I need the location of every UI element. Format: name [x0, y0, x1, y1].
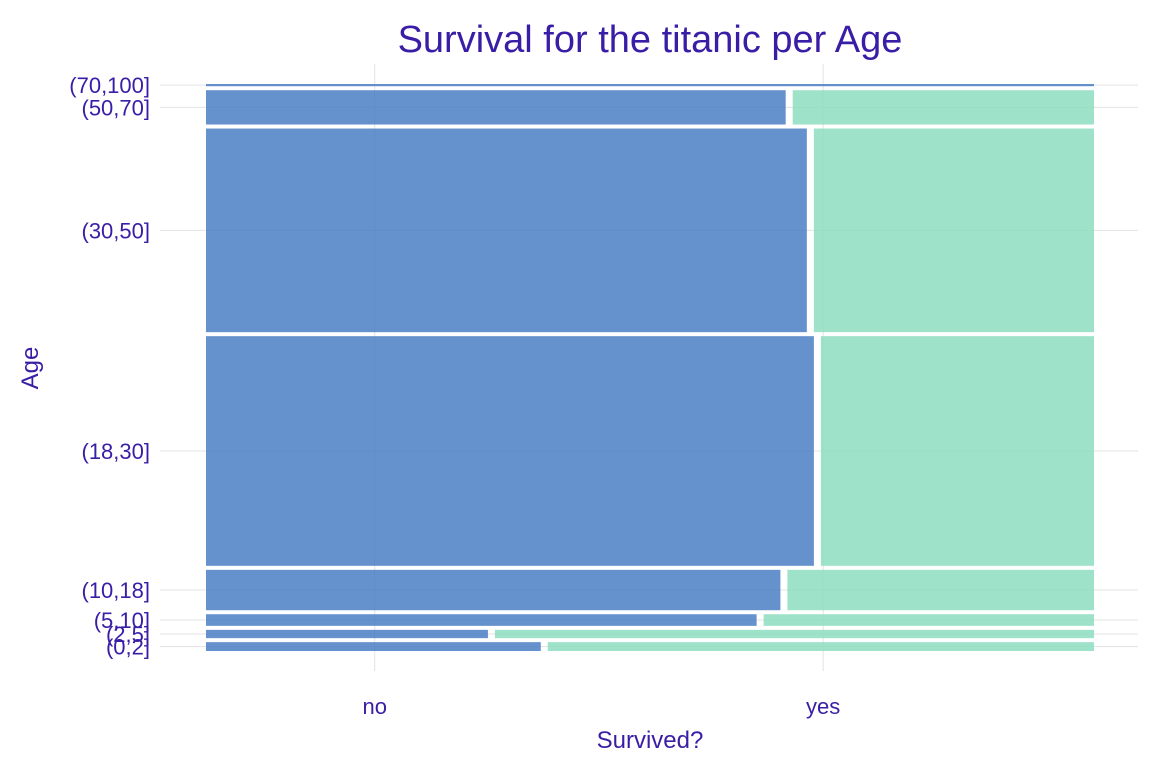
y-tick-label: (5,10] — [94, 608, 150, 633]
mosaic-tile-yes — [787, 569, 1094, 611]
mosaic-tile-yes — [547, 642, 1094, 651]
y-tick-label: (50,70] — [82, 95, 151, 120]
mosaic-tile-no — [206, 614, 757, 626]
chart-title: Survival for the titanic per Age — [398, 19, 903, 61]
x-tick-label: no — [362, 694, 386, 719]
mosaic-tile-no — [206, 84, 1094, 87]
y-tick-label: (10,18] — [82, 578, 151, 603]
mosaic-tile-no — [206, 629, 488, 639]
mosaic-tiles — [206, 84, 1094, 651]
mosaic-tile-yes — [813, 128, 1094, 333]
y-tick-label: (30,50] — [82, 218, 151, 243]
mosaic-tile-no — [206, 642, 541, 651]
mosaic-tile-no — [206, 128, 807, 333]
mosaic-tile-no — [206, 336, 814, 566]
y-tick-labels: (0,2](2,5](5,10] (10,18] (18,30] (30,50] (50… — [69, 73, 150, 659]
mosaic-tile-yes — [494, 629, 1094, 639]
mosaic-tile-no — [206, 90, 786, 125]
x-tick-label: yes — [806, 694, 840, 719]
x-tick-labels: no yes — [362, 694, 840, 719]
y-tick-label: (70,100] — [69, 73, 150, 98]
y-tick-label: (18,30] — [82, 439, 151, 464]
y-tick-label: (2,5] — [106, 622, 150, 647]
y-tick-label: (0,2] — [106, 635, 150, 660]
mosaic-tile-yes — [820, 336, 1094, 566]
y-axis-title: Age — [17, 347, 44, 390]
mosaic-tile-yes — [792, 90, 1094, 125]
x-axis-title: Survived? — [597, 727, 704, 754]
mosaic-tile-yes — [763, 614, 1094, 626]
mosaic-tile-no — [206, 569, 781, 611]
